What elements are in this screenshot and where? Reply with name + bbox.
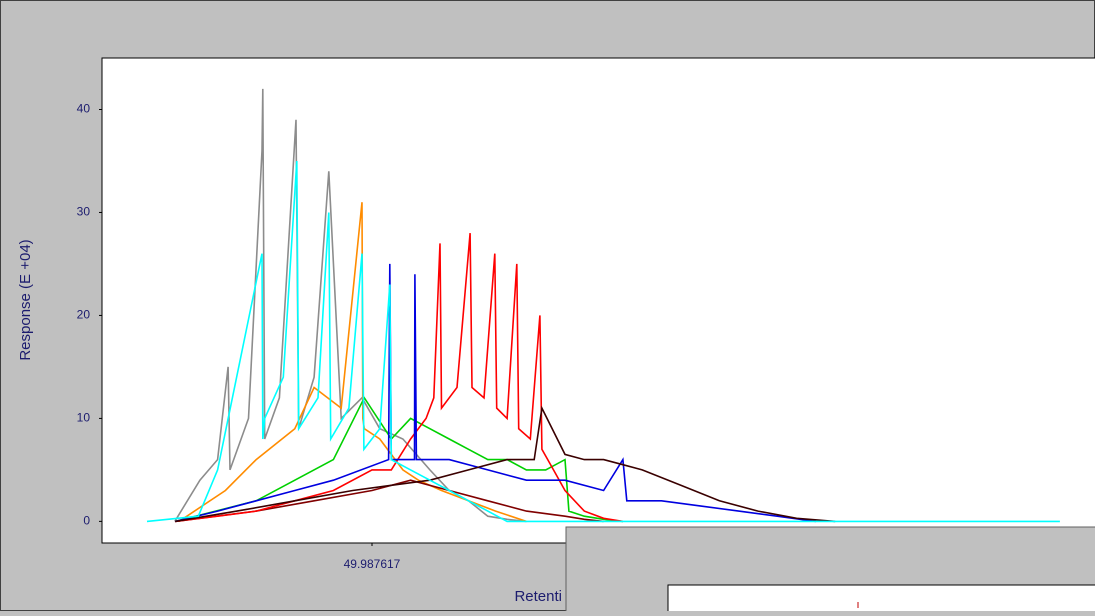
series-line	[175, 263, 817, 523]
overlay-plot	[667, 584, 1095, 616]
plot-area	[101, 57, 1095, 544]
y-tick-label: 40	[77, 102, 91, 116]
series-line	[175, 396, 623, 523]
x-axis-label: Retenti	[514, 588, 562, 605]
series-line	[175, 233, 624, 523]
y-axis-label: Response (E +04)	[17, 239, 34, 360]
y-tick-label: 10	[77, 411, 91, 425]
x-tick-label: 49.987617	[344, 557, 401, 571]
y-tick-label: 20	[77, 308, 91, 322]
y-tick-label: 0	[83, 514, 90, 528]
overlay-window[interactable]	[565, 526, 1095, 616]
series-group	[146, 88, 1060, 523]
y-tick-label: 30	[77, 205, 91, 219]
series-line	[146, 160, 1060, 523]
series-line	[175, 405, 836, 523]
